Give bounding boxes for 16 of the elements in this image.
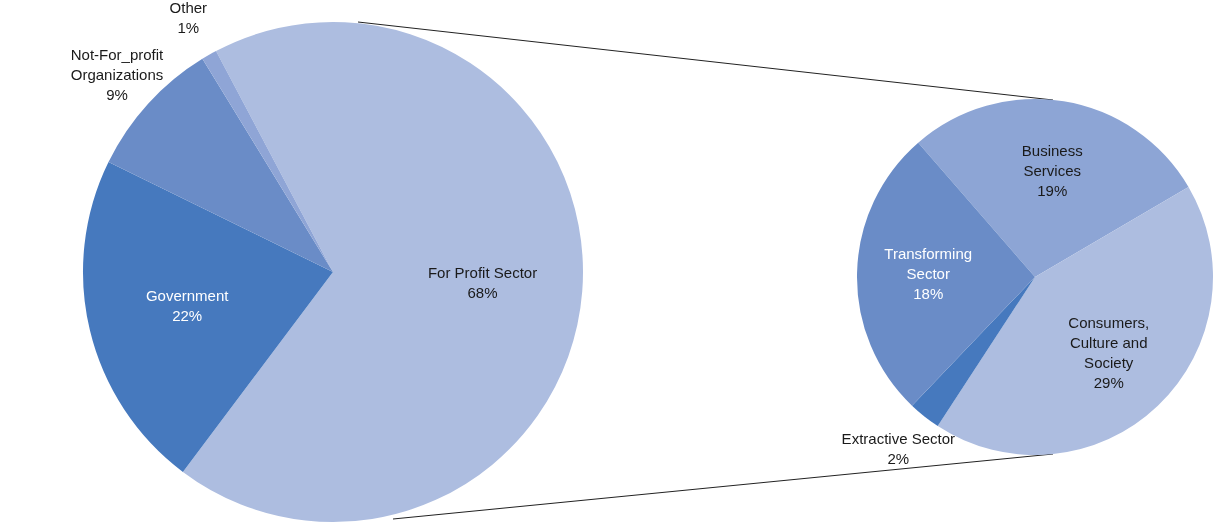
slice-label: Extractive Sector — [841, 429, 955, 447]
slice-label: Business Services — [1021, 141, 1083, 179]
slice-label: For Profit Sector — [427, 263, 538, 281]
slice-label: Consumers, Culture and Society — [1068, 314, 1150, 372]
slice-label: Government — [145, 287, 230, 305]
slice-label: Other — [169, 0, 208, 16]
data-label: 1% — [177, 18, 200, 36]
data-label: 2% — [887, 449, 910, 467]
data-label: 18% — [913, 284, 944, 302]
data-label: 22% — [172, 307, 203, 325]
slice-label: Not-For_profit Organizations — [70, 45, 165, 83]
data-label: 29% — [1093, 374, 1124, 392]
data-label: 19% — [1037, 181, 1068, 199]
slice-label: Transforming Sector — [884, 244, 973, 282]
data-label: 9% — [106, 85, 128, 103]
data-label: 68% — [467, 283, 498, 301]
